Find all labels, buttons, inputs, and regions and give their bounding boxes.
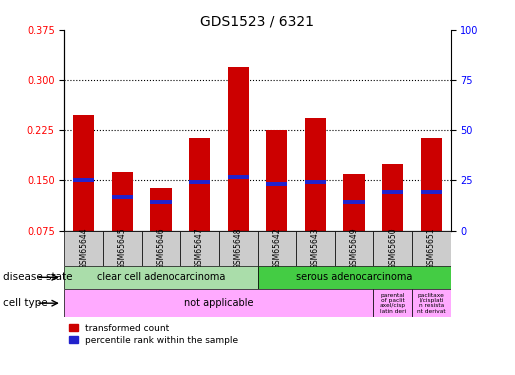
Bar [150,189,171,231]
Bar [150,200,171,204]
Bar [112,195,133,199]
Bar [412,289,451,317]
Text: GSM65643: GSM65643 [311,227,320,269]
Text: GSM65651: GSM65651 [427,227,436,269]
Bar [412,231,451,266]
Bar [64,231,103,266]
Bar [266,182,287,186]
Legend: transformed count, percentile rank within the sample: transformed count, percentile rank withi… [69,324,238,345]
Bar [344,174,365,231]
Text: paclitaxe
l/cisplati
n resista
nt derivat: paclitaxe l/cisplati n resista nt deriva… [417,292,445,314]
Text: GSM65642: GSM65642 [272,227,281,269]
Text: GSM65648: GSM65648 [234,227,243,269]
Text: cell type: cell type [3,298,47,308]
Text: GSM65645: GSM65645 [118,227,127,269]
Bar [266,130,287,231]
Bar [335,231,373,266]
Text: GSM65646: GSM65646 [157,227,165,269]
Text: GSM65650: GSM65650 [388,227,397,269]
Text: GSM65647: GSM65647 [195,227,204,269]
Bar [305,118,326,231]
Bar [180,231,219,266]
Bar [219,231,258,266]
Bar [421,138,442,231]
Bar [382,164,403,231]
Bar [296,231,335,266]
Bar [73,178,94,183]
Bar [112,172,133,231]
Text: clear cell adenocarcinoma: clear cell adenocarcinoma [97,272,225,282]
Bar [382,190,403,194]
Bar [64,289,373,317]
Bar [228,67,249,231]
Text: serous adenocarcinoma: serous adenocarcinoma [296,272,412,282]
Bar [373,289,412,317]
Text: disease state: disease state [3,272,72,282]
Bar [64,266,258,289]
Bar [421,190,442,194]
Bar [344,200,365,204]
Bar [142,231,180,266]
Bar [189,180,210,184]
Bar [373,231,412,266]
Text: GSM65649: GSM65649 [350,227,358,269]
Bar [103,231,142,266]
Title: GDS1523 / 6321: GDS1523 / 6321 [200,15,315,29]
Text: parental
of paclit
axel/cisp
latin deri: parental of paclit axel/cisp latin deri [380,292,406,314]
Bar [228,175,249,179]
Text: GSM65644: GSM65644 [79,227,88,269]
Bar [305,180,326,184]
Bar [73,115,94,231]
Bar [189,138,210,231]
Bar [258,266,451,289]
Text: not applicable: not applicable [184,298,253,308]
Bar [258,231,296,266]
